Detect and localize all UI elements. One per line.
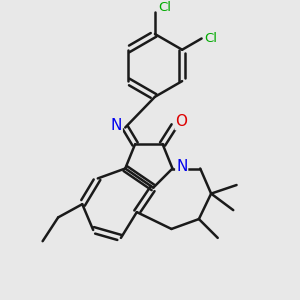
Text: O: O	[176, 114, 188, 129]
Text: Cl: Cl	[158, 1, 171, 14]
Text: N: N	[111, 118, 122, 133]
Text: Cl: Cl	[204, 32, 217, 45]
Text: N: N	[176, 159, 188, 174]
